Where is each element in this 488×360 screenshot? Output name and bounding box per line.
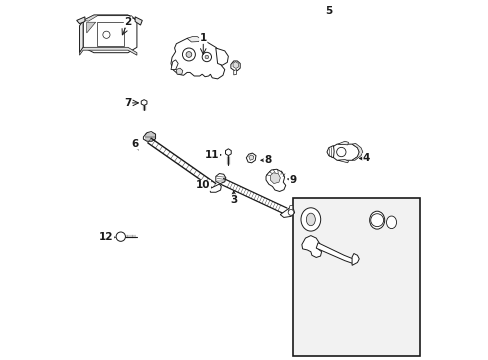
Polygon shape [280, 208, 294, 217]
Polygon shape [301, 235, 321, 257]
Text: 9: 9 [289, 175, 296, 185]
Ellipse shape [369, 211, 384, 229]
Polygon shape [80, 47, 137, 55]
Polygon shape [209, 184, 221, 192]
Text: 8: 8 [264, 155, 271, 165]
Circle shape [336, 147, 346, 157]
Polygon shape [187, 37, 201, 42]
Circle shape [102, 31, 110, 39]
Polygon shape [141, 100, 147, 105]
Circle shape [287, 210, 293, 215]
Polygon shape [176, 68, 183, 74]
Circle shape [116, 232, 125, 241]
Polygon shape [171, 60, 178, 69]
Polygon shape [225, 149, 231, 156]
Polygon shape [246, 153, 255, 163]
Polygon shape [215, 48, 228, 65]
Ellipse shape [301, 208, 320, 231]
Circle shape [204, 55, 208, 59]
Polygon shape [135, 17, 142, 25]
Polygon shape [233, 62, 238, 68]
Polygon shape [86, 22, 96, 33]
Text: 3: 3 [230, 195, 237, 205]
Ellipse shape [306, 213, 315, 226]
Polygon shape [83, 15, 137, 53]
Polygon shape [265, 169, 285, 192]
Polygon shape [326, 145, 333, 158]
Text: 4: 4 [362, 153, 369, 163]
Polygon shape [97, 22, 124, 45]
Polygon shape [337, 141, 348, 145]
Text: 6: 6 [131, 139, 139, 149]
Polygon shape [248, 155, 253, 160]
Polygon shape [171, 39, 224, 79]
Polygon shape [288, 206, 292, 215]
Polygon shape [215, 174, 225, 184]
Polygon shape [351, 143, 362, 160]
Polygon shape [230, 61, 240, 71]
Text: 2: 2 [124, 17, 131, 27]
Polygon shape [337, 159, 348, 163]
Circle shape [370, 214, 383, 226]
Polygon shape [316, 243, 355, 263]
Polygon shape [330, 144, 359, 160]
Polygon shape [143, 132, 155, 141]
Circle shape [202, 52, 211, 62]
Polygon shape [80, 21, 83, 53]
Text: 7: 7 [124, 98, 131, 108]
Text: 11: 11 [204, 150, 219, 160]
Bar [292, 198, 419, 356]
Text: 10: 10 [196, 180, 210, 190]
Circle shape [182, 48, 195, 61]
Text: 1: 1 [199, 33, 206, 43]
Polygon shape [83, 15, 137, 21]
Text: 5: 5 [325, 6, 332, 17]
Polygon shape [233, 69, 236, 75]
Ellipse shape [386, 216, 396, 229]
Polygon shape [351, 253, 359, 265]
Polygon shape [77, 17, 85, 24]
Text: 12: 12 [99, 232, 113, 242]
Polygon shape [270, 173, 280, 184]
Circle shape [185, 51, 191, 57]
